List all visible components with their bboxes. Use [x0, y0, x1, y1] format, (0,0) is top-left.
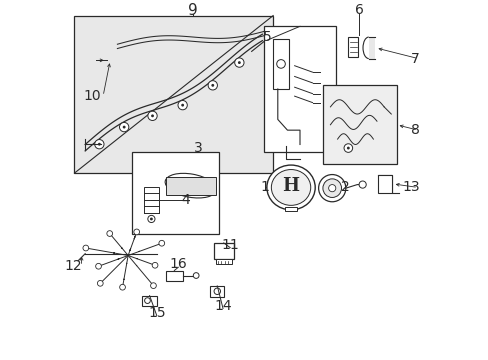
Text: 5: 5 [263, 30, 272, 44]
Text: 6: 6 [354, 3, 363, 17]
Circle shape [193, 273, 199, 278]
Circle shape [98, 143, 101, 146]
Circle shape [120, 284, 125, 290]
Bar [144, 188, 158, 212]
Circle shape [238, 61, 240, 64]
Bar [284, 207, 297, 211]
Circle shape [322, 179, 341, 198]
Circle shape [358, 181, 366, 188]
Bar [142, 296, 157, 306]
Text: 10: 10 [83, 89, 101, 103]
Circle shape [214, 288, 220, 294]
Bar [165, 177, 215, 195]
Circle shape [328, 185, 335, 192]
Circle shape [122, 126, 125, 129]
Circle shape [150, 283, 156, 288]
Text: 8: 8 [410, 123, 419, 137]
Circle shape [181, 104, 183, 107]
Circle shape [144, 298, 150, 303]
Circle shape [147, 111, 157, 121]
Bar [368, 37, 374, 59]
Ellipse shape [271, 170, 310, 205]
Circle shape [276, 60, 285, 68]
Bar [214, 243, 233, 259]
Circle shape [134, 229, 139, 235]
Bar [347, 37, 358, 57]
Circle shape [152, 262, 158, 268]
Circle shape [208, 81, 217, 90]
Text: 1: 1 [260, 180, 269, 194]
Text: 12: 12 [64, 259, 81, 273]
Bar [273, 39, 289, 89]
Circle shape [211, 84, 214, 87]
Circle shape [150, 217, 153, 220]
Circle shape [97, 280, 103, 286]
Ellipse shape [266, 165, 315, 210]
Circle shape [346, 147, 349, 149]
Text: 3: 3 [193, 141, 202, 155]
Circle shape [344, 144, 352, 152]
Bar [377, 175, 391, 193]
Bar [165, 270, 183, 280]
Bar [131, 152, 219, 234]
Circle shape [318, 175, 345, 202]
Text: H: H [282, 177, 299, 195]
Bar [215, 259, 231, 265]
Text: 15: 15 [148, 306, 165, 320]
Text: 9: 9 [187, 3, 197, 18]
Circle shape [234, 58, 244, 67]
Text: 4: 4 [181, 193, 189, 207]
Circle shape [147, 215, 155, 222]
Circle shape [96, 264, 101, 269]
Text: 16: 16 [169, 257, 187, 271]
Bar [74, 15, 273, 173]
Text: 2: 2 [341, 180, 349, 194]
Circle shape [107, 231, 112, 237]
Circle shape [83, 245, 88, 251]
Text: 11: 11 [221, 238, 239, 252]
Text: 7: 7 [410, 51, 419, 66]
Text: 14: 14 [214, 298, 231, 312]
Bar [264, 26, 335, 152]
Ellipse shape [165, 174, 216, 198]
Circle shape [119, 122, 128, 132]
Circle shape [178, 100, 187, 110]
Text: 13: 13 [402, 180, 419, 194]
Circle shape [159, 240, 164, 246]
Circle shape [95, 140, 104, 149]
Bar [323, 85, 396, 164]
Circle shape [151, 114, 154, 117]
Bar [210, 286, 224, 297]
